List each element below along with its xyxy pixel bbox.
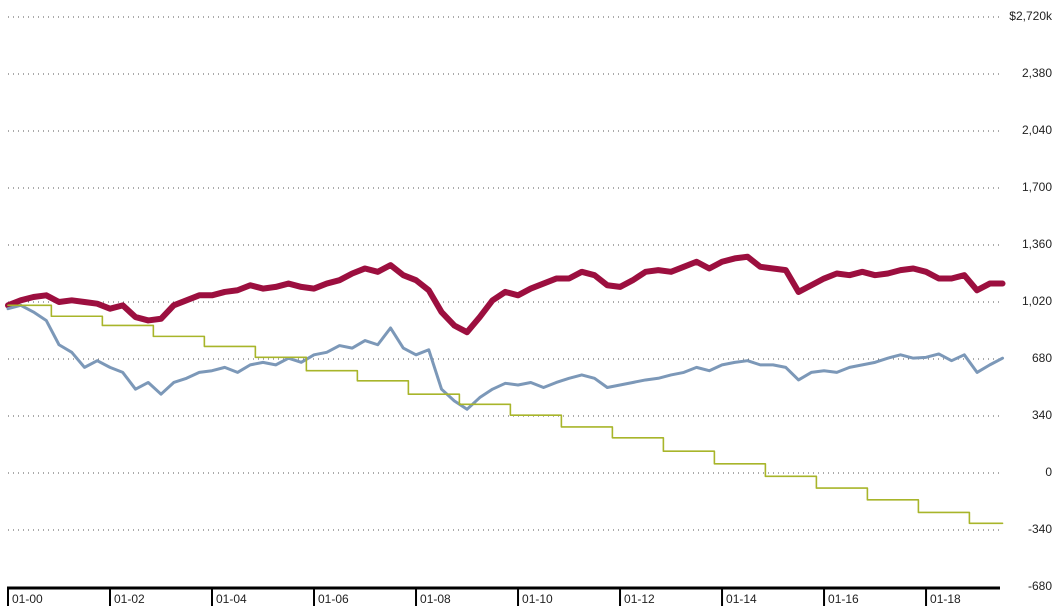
x-tick-label: 01-08 <box>420 592 451 606</box>
x-tick-label: 01-02 <box>114 592 145 606</box>
x-tick-label: 01-06 <box>318 592 349 606</box>
x-tick-label: 01-18 <box>930 592 961 606</box>
y-tick-label: -340 <box>1028 522 1052 536</box>
series-line <box>6 303 1005 411</box>
y-tick-label: 340 <box>1032 408 1052 422</box>
y-tick-label: 1,700 <box>1022 180 1052 194</box>
y-tick-label: $2,720k <box>1009 9 1053 23</box>
y-tick-label: 2,040 <box>1022 123 1052 137</box>
x-tick-label: 01-16 <box>828 592 859 606</box>
y-tick-label: 680 <box>1032 351 1052 365</box>
y-tick-label: 1,020 <box>1022 294 1052 308</box>
y-tick-label: 2,380 <box>1022 66 1052 80</box>
x-tick-label: 01-10 <box>522 592 553 606</box>
y-tick-label: 1,360 <box>1022 237 1052 251</box>
x-tick-label: 01-04 <box>216 592 247 606</box>
series-line <box>7 304 1004 525</box>
y-tick-label: 0 <box>1045 465 1052 479</box>
y-tick-label: -680 <box>1028 579 1052 593</box>
x-tick-label: 01-14 <box>726 592 757 606</box>
x-tick-label: 01-00 <box>12 592 43 606</box>
x-tick-label: 01-12 <box>624 592 655 606</box>
series-line <box>5 253 1006 336</box>
